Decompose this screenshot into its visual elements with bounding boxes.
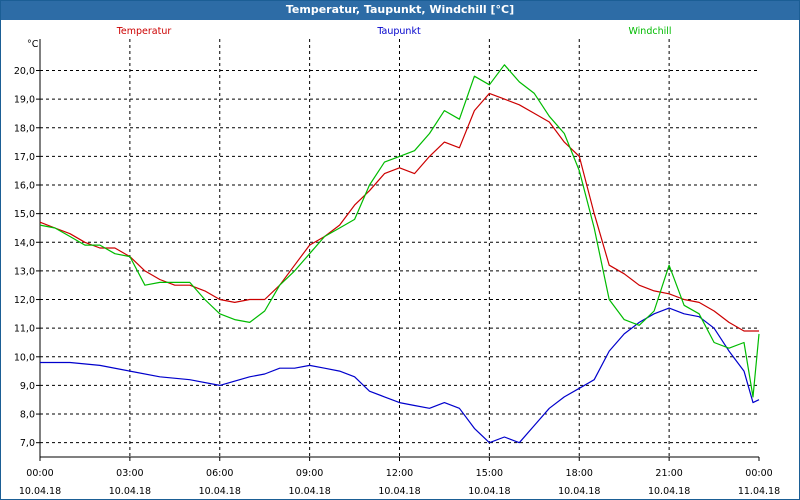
y-axis-label: °C — [27, 39, 39, 50]
legend-temperatur: Temperatur — [116, 26, 172, 37]
x-tick-time: 18:00 — [566, 468, 593, 479]
y-tick-label: 13,0 — [14, 266, 35, 277]
x-tick-date: 10.04.18 — [199, 486, 241, 497]
x-tick-date: 10.04.18 — [19, 486, 61, 497]
window-title: Temperatur, Taupunkt, Windchill [°C] — [1, 1, 799, 20]
x-tick-time: 03:00 — [116, 468, 143, 479]
legend-taupunkt: Taupunkt — [376, 26, 421, 37]
x-tick-time: 06:00 — [206, 468, 233, 479]
y-tick-label: 19,0 — [14, 95, 35, 106]
x-tick-time: 00:00 — [745, 468, 772, 479]
y-tick-label: 20,0 — [14, 66, 35, 77]
y-tick-label: 18,0 — [14, 123, 35, 134]
y-tick-label: 17,0 — [14, 152, 35, 163]
x-tick-date: 11.04.18 — [738, 486, 780, 497]
x-tick-date: 10.04.18 — [288, 486, 330, 497]
x-tick-date: 10.04.18 — [378, 486, 420, 497]
y-tick-label: 15,0 — [14, 209, 35, 220]
y-tick-label: 8,0 — [20, 410, 35, 421]
x-tick-time: 12:00 — [386, 468, 413, 479]
y-tick-label: 7,0 — [20, 438, 35, 449]
y-tick-label: 14,0 — [14, 238, 35, 249]
x-tick-date: 10.04.18 — [648, 486, 690, 497]
series-line-taupunkt — [40, 307, 760, 444]
series-line-temperatur — [39, 92, 759, 332]
legend-windchill: Windchill — [628, 26, 671, 37]
y-tick-label: 10,0 — [14, 352, 35, 363]
x-tick-time: 00:00 — [26, 468, 53, 479]
x-tick-date: 10.04.18 — [109, 486, 151, 497]
series-line-windchill — [39, 64, 760, 398]
x-tick-date: 10.04.18 — [468, 486, 510, 497]
y-tick-label: 16,0 — [14, 181, 35, 192]
x-tick-time: 15:00 — [476, 468, 503, 479]
y-tick-label: 12,0 — [14, 295, 35, 306]
y-tick-label: 9,0 — [20, 381, 35, 392]
x-tick-time: 09:00 — [296, 468, 323, 479]
x-tick-date: 10.04.18 — [558, 486, 600, 497]
x-tick-time: 21:00 — [655, 468, 682, 479]
y-tick-label: 11,0 — [14, 324, 35, 335]
